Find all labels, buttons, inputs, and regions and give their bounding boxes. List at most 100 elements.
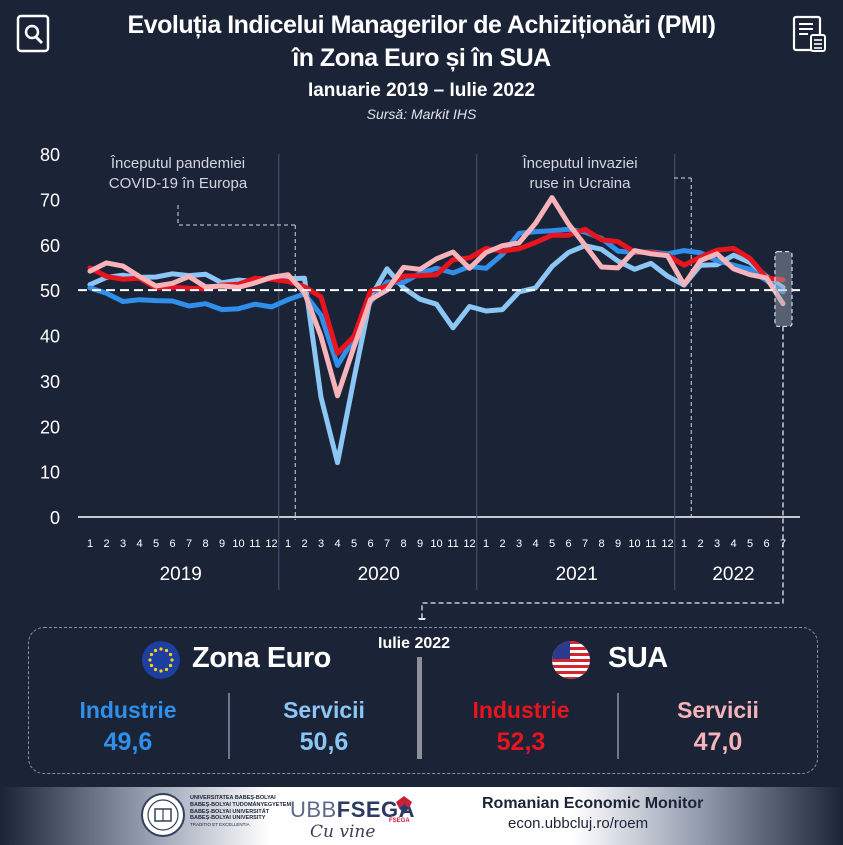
month-tick-label: 11: [249, 538, 260, 550]
month-tick-label: 2: [499, 538, 505, 550]
month-tick-label: 4: [730, 538, 736, 550]
year-label: 2022: [712, 564, 754, 585]
month-tick-label: 3: [318, 538, 324, 550]
series-line-us_serv: [87, 195, 786, 399]
annotation-text: COVID-19 în Europa: [109, 175, 248, 192]
year-label: 2020: [358, 564, 400, 585]
monitor-title: Romanian Economic Monitor: [482, 795, 704, 812]
series-line-us_ind: [87, 226, 786, 356]
month-tick-label: 8: [598, 538, 604, 550]
ubb-logo-text: UBB: [290, 797, 337, 822]
university-seal-icon: [140, 792, 186, 843]
y-tick-label: 40: [40, 327, 60, 347]
month-tick-label: 12: [661, 538, 673, 550]
month-tick-label: 9: [615, 538, 621, 550]
us-services-value: 47,0: [693, 728, 743, 756]
month-tick-label: 1: [87, 538, 93, 550]
y-tick-label: 70: [40, 190, 60, 210]
university-line: BABEȘ-BOLYAI UNIVERSITY: [190, 815, 266, 822]
annotation-text: Începutul invaziei: [521, 155, 637, 172]
month-tick-label: 10: [628, 538, 640, 550]
month-tick-label: 7: [582, 538, 588, 550]
annotation-text: ruse in Ucraina: [530, 175, 632, 192]
fsega-small-label: FSEGA: [389, 818, 410, 824]
eu-star: [153, 667, 158, 672]
month-tick-label: 2: [103, 538, 109, 550]
summary-connector: [421, 326, 784, 620]
summary-month-label: Iulie 2022: [374, 635, 455, 653]
summary-center-divider: [417, 657, 422, 759]
annotation-text: Începutul pandemiei: [110, 155, 245, 172]
eu-star: [149, 663, 154, 668]
us-industry-label: Industrie: [472, 697, 570, 723]
month-tick-label: 5: [153, 538, 159, 550]
chart-title-line2: în Zona Euro și în SUA: [292, 44, 551, 72]
year-label: 2021: [556, 564, 598, 585]
month-tick-label: 8: [202, 538, 208, 550]
y-tick-label: 80: [40, 145, 60, 165]
footer-bar: [0, 787, 843, 845]
month-tick-label: 4: [334, 538, 340, 550]
summary-panel: [28, 627, 818, 774]
ez-divider: [228, 693, 230, 759]
month-tick-label: 3: [714, 538, 720, 550]
month-tick-label: 6: [169, 538, 175, 550]
monitor-url: econ.ubbcluj.ro/roem: [508, 815, 649, 832]
year-label: 2019: [160, 564, 202, 585]
eu-star: [148, 658, 152, 662]
university-line: UNIVERSITATEA BABEȘ-BOLYAI: [190, 795, 276, 801]
y-tick-label: 60: [40, 236, 60, 256]
month-tick-label: 6: [367, 538, 373, 550]
us-flag-icon: [551, 640, 591, 685]
series-line-ez_ind: [87, 226, 786, 368]
y-tick-label: 50: [40, 281, 60, 301]
chart-title-line1: Evoluția Indicelui Managerilor de Achizi…: [127, 11, 716, 39]
month-tick-label: 5: [351, 538, 357, 550]
us-services-label: Servicii: [677, 697, 759, 723]
report-calculator-icon: [791, 14, 829, 59]
last-month-highlight: [774, 250, 793, 328]
eu-star: [170, 658, 174, 662]
month-tick-label: 5: [549, 538, 555, 550]
eu-star: [164, 648, 169, 653]
eu-star: [159, 647, 163, 651]
fsega-emblem-icon: [392, 794, 416, 825]
university-line: TRADITIO ET EXCELLENTIA: [190, 822, 250, 828]
y-tick-label: 20: [40, 417, 60, 437]
month-tick-label: 1: [285, 538, 291, 550]
month-tick-label: 9: [417, 538, 423, 550]
month-tick-label: 11: [447, 538, 458, 550]
annotation-leader: [177, 205, 296, 226]
month-tick-label: 8: [400, 538, 406, 550]
eu-star: [159, 669, 163, 673]
series-line-ez_serv: [87, 243, 786, 466]
eu-flag-icon: [141, 640, 181, 685]
month-tick-label: 11: [645, 538, 656, 550]
month-tick-label: 6: [763, 538, 769, 550]
university-line: BABEȘ-BOLYAI UNIVERSITÄT: [190, 808, 270, 815]
month-tick-label: 5: [747, 538, 753, 550]
month-tick-label: 2: [301, 538, 307, 550]
month-tick-label: 7: [186, 538, 192, 550]
region-name-eurozone: Zona Euro: [192, 642, 331, 674]
month-tick-label: 2: [697, 538, 703, 550]
search-document-icon: [15, 14, 53, 59]
month-tick-label: 4: [136, 538, 142, 550]
month-tick-label: 6: [565, 538, 571, 550]
y-tick-label: 30: [40, 372, 60, 392]
chart-period: Ianuarie 2019 – Iulie 2022: [307, 80, 536, 101]
university-line: BABEȘ-BOLYAI TUDOMÁNYEGYETEM: [190, 801, 292, 808]
y-tick-label: 10: [40, 463, 60, 483]
ez-services-value: 50,6: [299, 728, 349, 756]
region-name-usa: SUA: [608, 642, 668, 674]
month-tick-label: 1: [681, 538, 687, 550]
eu-star: [149, 652, 154, 657]
month-tick-label: 10: [430, 538, 442, 550]
month-tick-label: 3: [120, 538, 126, 550]
month-tick-label: 3: [516, 538, 522, 550]
month-tick-label: 1: [483, 538, 489, 550]
month-tick-label: 9: [219, 538, 225, 550]
y-tick-label: 0: [50, 508, 60, 528]
eu-star: [168, 652, 173, 657]
connector-arrow: [418, 618, 426, 620]
